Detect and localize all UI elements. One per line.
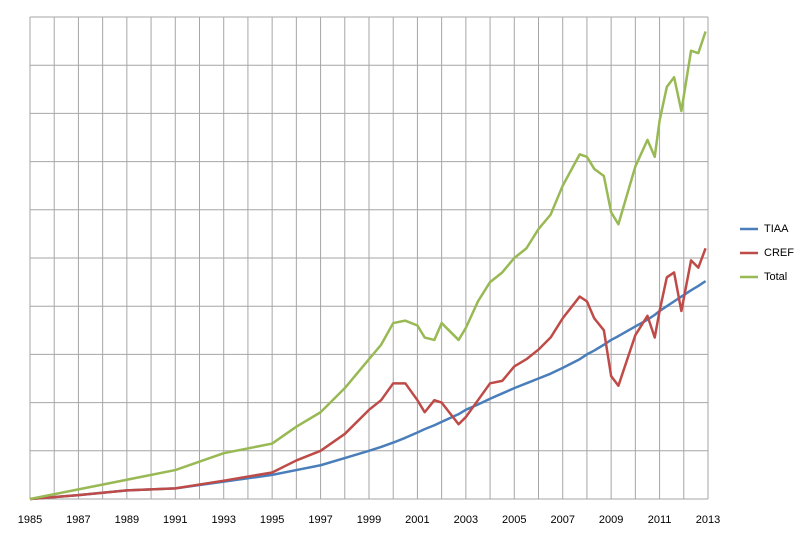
x-tick-label: 2001 xyxy=(405,514,429,526)
x-tick-label: 1989 xyxy=(115,514,139,526)
x-tick-label: 2003 xyxy=(454,514,478,526)
line-series xyxy=(29,280,707,501)
legend-label: TIAA xyxy=(764,223,789,235)
line-series xyxy=(29,31,707,501)
x-tick-label: 1987 xyxy=(66,514,90,526)
x-tick-label: 1995 xyxy=(260,514,284,526)
x-tick-label: 2007 xyxy=(550,514,574,526)
legend-label: Total xyxy=(764,271,787,283)
x-tick-label: 1991 xyxy=(163,514,187,526)
x-tick-label: 1997 xyxy=(308,514,332,526)
legend-label: CREF xyxy=(764,247,794,259)
x-tick-label: 1999 xyxy=(357,514,381,526)
x-tick-label: 2009 xyxy=(599,514,623,526)
x-tick-label: 1985 xyxy=(18,514,42,526)
x-tick-label: 2005 xyxy=(502,514,526,526)
x-tick-label: 2011 xyxy=(648,514,672,526)
x-tick-label: 2013 xyxy=(696,514,720,526)
x-tick-label: 1993 xyxy=(211,514,235,526)
line-series xyxy=(29,247,707,501)
